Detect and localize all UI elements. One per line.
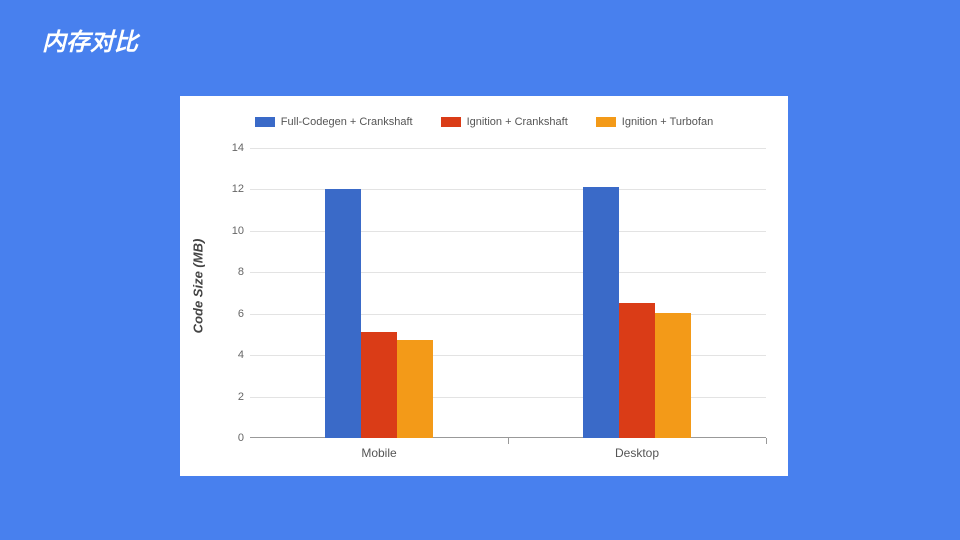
bar (361, 332, 397, 438)
y-tick-label: 8 (224, 266, 244, 278)
bar (397, 340, 433, 438)
legend-swatch (596, 117, 616, 127)
y-tick-label: 14 (224, 142, 244, 154)
bar (325, 189, 361, 438)
grid-line (250, 148, 766, 149)
y-tick-label: 12 (224, 183, 244, 195)
legend-swatch (255, 117, 275, 127)
x-tick (766, 438, 767, 444)
slide-title: 内存对比 (42, 22, 138, 57)
legend-item: Ignition + Turbofan (596, 116, 713, 128)
legend-item: Full-Codegen + Crankshaft (255, 116, 413, 128)
x-tick (508, 438, 509, 444)
legend-item: Ignition + Crankshaft (441, 116, 568, 128)
legend-swatch (441, 117, 461, 127)
y-tick-label: 2 (224, 391, 244, 403)
chart-card: Full-Codegen + Crankshaft Ignition + Cran… (180, 96, 788, 476)
x-category-label: Mobile (361, 446, 396, 460)
bar (583, 187, 619, 438)
y-axis-label: Code Size (MB) (191, 239, 206, 334)
legend-label: Full-Codegen + Crankshaft (281, 116, 413, 128)
y-tick-label: 6 (224, 308, 244, 320)
bar (655, 313, 691, 438)
plot-area: 02468101214MobileDesktop (250, 148, 766, 438)
legend-label: Ignition + Crankshaft (467, 116, 568, 128)
y-tick-label: 0 (224, 432, 244, 444)
chart-legend: Full-Codegen + Crankshaft Ignition + Cran… (180, 116, 788, 128)
y-tick-label: 10 (224, 225, 244, 237)
x-category-label: Desktop (615, 446, 659, 460)
bar (619, 303, 655, 438)
y-tick-label: 4 (224, 349, 244, 361)
legend-label: Ignition + Turbofan (622, 116, 713, 128)
